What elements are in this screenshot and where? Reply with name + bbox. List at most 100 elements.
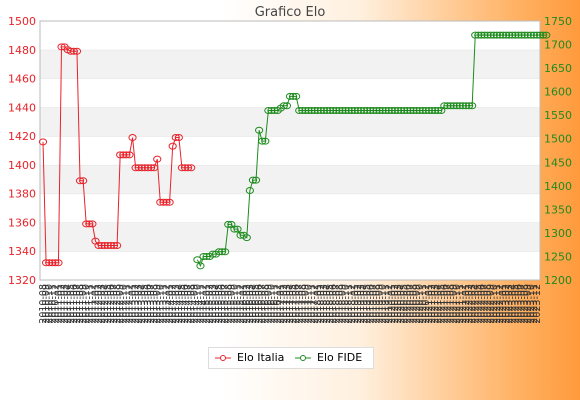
x-tick-label: 2012-08 bbox=[112, 284, 123, 324]
data-point bbox=[455, 102, 464, 110]
x-tick-label: 2023-11 bbox=[529, 284, 540, 324]
y-right-tick-label: 1500 bbox=[544, 133, 572, 146]
x-tick-label: 2022-04 bbox=[470, 284, 481, 324]
y-right-tick-label: 1400 bbox=[544, 180, 572, 193]
grid-band bbox=[40, 21, 540, 50]
data-point bbox=[177, 164, 187, 172]
x-tick-label: 2011-04 bbox=[63, 284, 74, 324]
data-point bbox=[514, 31, 523, 39]
data-point bbox=[134, 164, 143, 172]
data-point bbox=[196, 262, 205, 270]
data-point bbox=[526, 31, 535, 39]
data-point bbox=[397, 106, 406, 114]
x-tick-label: 2012-10 bbox=[118, 284, 129, 324]
data-point bbox=[492, 31, 501, 39]
grid-band bbox=[40, 222, 540, 252]
x-tick-label: 2015-10 bbox=[229, 284, 240, 324]
data-point bbox=[153, 155, 162, 163]
data-point bbox=[319, 106, 329, 114]
x-tick-label: 2011-07 bbox=[72, 284, 83, 324]
x-tick-label: 2023-01 bbox=[498, 284, 509, 324]
x-tick-label: 2017-03 bbox=[282, 284, 293, 324]
data-point bbox=[409, 106, 418, 114]
data-point bbox=[214, 248, 224, 256]
x-tick-label: 2023-05 bbox=[510, 284, 521, 324]
data-point bbox=[520, 31, 529, 39]
x-tick-label: 2018-06 bbox=[328, 284, 339, 324]
x-tick-label: 2021-04 bbox=[433, 284, 444, 324]
data-point bbox=[393, 106, 403, 114]
data-point bbox=[421, 106, 430, 114]
x-tick-label: 2019-02 bbox=[353, 284, 364, 324]
x-tick-label: 2014-10 bbox=[192, 284, 203, 324]
legend-marker-elo-fide bbox=[300, 355, 306, 361]
data-point bbox=[51, 259, 60, 267]
data-point bbox=[338, 106, 347, 114]
data-point bbox=[295, 106, 304, 114]
data-point bbox=[224, 220, 233, 228]
data-point bbox=[162, 198, 171, 206]
data-point bbox=[353, 106, 363, 114]
data-point bbox=[468, 102, 477, 110]
x-tick-label: 2010-08 bbox=[38, 284, 49, 324]
y-right-tick-label: 1600 bbox=[544, 86, 572, 99]
data-point bbox=[171, 134, 180, 142]
y-left-tick-label: 1440 bbox=[8, 101, 36, 114]
x-tick-label: 2015-12 bbox=[236, 284, 247, 324]
x-tick-label: 2013-08 bbox=[149, 284, 160, 324]
data-point bbox=[282, 102, 292, 110]
x-tick-label: 2012-02 bbox=[94, 284, 105, 324]
x-tick-label: 2012-06 bbox=[106, 284, 117, 324]
data-point bbox=[48, 259, 57, 267]
y-left-tick-label: 1500 bbox=[8, 15, 36, 28]
y-right-tick-label: 1550 bbox=[544, 109, 572, 122]
x-tick-label: 2014-01 bbox=[165, 284, 176, 324]
x-tick-label: 2016-10 bbox=[266, 284, 277, 324]
x-tick-label: 2012-03 bbox=[97, 284, 108, 324]
data-point bbox=[542, 31, 551, 39]
data-point bbox=[511, 31, 520, 39]
data-point bbox=[279, 102, 288, 110]
x-tick-label: 2015-06 bbox=[217, 284, 228, 324]
data-point bbox=[403, 106, 412, 114]
grid-band bbox=[40, 193, 540, 223]
data-point bbox=[100, 241, 109, 249]
x-tick-label: 2014-04 bbox=[174, 284, 185, 324]
x-tick-label: 2010-09 bbox=[41, 284, 52, 324]
data-point bbox=[199, 252, 208, 260]
data-point bbox=[180, 164, 190, 172]
x-tick-label: 2018-02 bbox=[316, 284, 327, 324]
y-left-tick-label: 1460 bbox=[8, 73, 36, 86]
legend-label-elo-fide: Elo FIDE bbox=[317, 351, 363, 364]
x-tick-label: 2016-09 bbox=[263, 284, 274, 324]
x-tick-label: 2010-12 bbox=[50, 284, 61, 324]
x-tick-label: 2014-05 bbox=[177, 284, 188, 324]
grid-bands bbox=[40, 20, 540, 280]
data-point bbox=[288, 92, 298, 100]
x-tick-label: 2017-11 bbox=[307, 284, 318, 324]
data-point bbox=[264, 106, 273, 114]
data-point bbox=[72, 47, 82, 55]
data-point bbox=[85, 220, 94, 228]
data-point bbox=[443, 102, 452, 110]
x-tick-label: 2011-09 bbox=[78, 284, 89, 324]
x-tick-label: 2021-06 bbox=[439, 284, 450, 324]
x-tick-label: 2018-11 bbox=[344, 284, 355, 324]
x-tick-label: 2019-11 bbox=[381, 284, 392, 324]
x-tick-label: 2022-10 bbox=[489, 284, 500, 324]
x-tick-label: 2021-08 bbox=[446, 284, 457, 324]
plot-frame bbox=[39, 20, 541, 281]
x-tick-label: 2020-08 bbox=[409, 284, 420, 324]
x-tick-label: 2017-05 bbox=[288, 284, 299, 324]
x-tick-label: 2013-09 bbox=[152, 284, 163, 324]
data-point bbox=[471, 31, 480, 39]
data-point bbox=[316, 106, 325, 114]
legend-label-elo-italia: Elo Italia bbox=[237, 351, 285, 364]
x-tick-label: 2014-09 bbox=[189, 284, 200, 324]
data-point bbox=[369, 106, 378, 114]
x-tick-label: 2013-04 bbox=[137, 284, 148, 324]
data-point bbox=[45, 259, 54, 267]
data-point bbox=[304, 106, 313, 114]
x-tick-label: 2011-06 bbox=[69, 284, 80, 324]
